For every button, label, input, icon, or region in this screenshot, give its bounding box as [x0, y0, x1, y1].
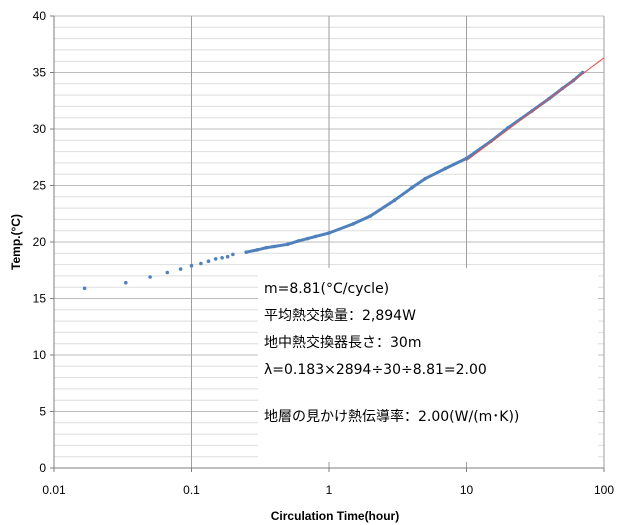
data-point — [351, 222, 356, 226]
data-point — [213, 257, 218, 261]
annotation-line: 地中熱交換器長さ：30m — [264, 335, 422, 351]
data-point — [368, 214, 373, 218]
x-tick-label: 100 — [594, 483, 614, 497]
data-point — [255, 248, 259, 252]
y-tick-label: 20 — [33, 235, 47, 249]
data-point — [231, 252, 235, 257]
data-point — [443, 166, 448, 171]
x-tick-label: 0.1 — [183, 483, 200, 497]
data-point — [148, 275, 152, 279]
annotation-line: 地層の見かけ熱伝導率：2.00(W/(m･K)) — [264, 409, 520, 425]
data-point — [423, 176, 427, 181]
data-point — [464, 156, 469, 161]
data-point — [165, 270, 170, 275]
data-point — [225, 254, 230, 259]
data-point — [327, 231, 331, 235]
y-tick-label: 5 — [39, 405, 46, 419]
annotation-line: m=8.81(°C/cycle) — [264, 281, 390, 297]
annotation-box: m=8.81(°C/cycle) 平均熱交換量：2,894W 地中熱交換器長さ：… — [258, 268, 598, 462]
data-point — [199, 261, 203, 266]
x-tick-label: 10 — [460, 483, 474, 497]
y-tick-label: 15 — [33, 292, 47, 306]
y-tick-label: 30 — [33, 122, 47, 136]
data-point — [296, 239, 301, 243]
data-point — [305, 236, 310, 241]
data-point — [244, 250, 248, 254]
x-tick-label: 1 — [326, 483, 333, 497]
data-point — [220, 255, 224, 260]
x-tick-label: 0.01 — [42, 483, 66, 497]
y-tick-label: 25 — [33, 179, 47, 193]
y-tick-label: 35 — [33, 66, 47, 80]
y-axis-title: Temp.(°C) — [9, 214, 23, 270]
data-point — [410, 186, 414, 190]
data-point — [206, 259, 211, 264]
data-point — [82, 286, 87, 291]
data-point — [178, 267, 183, 271]
annotation-line: 平均熱交換量：2,894W — [264, 308, 416, 324]
y-tick-label: 40 — [33, 9, 47, 23]
y-tick-label: 0 — [39, 461, 46, 475]
fit-line — [466, 57, 605, 162]
data-point — [264, 245, 269, 250]
annotation-line: λ=0.183×2894÷30÷8.81=2.00 — [264, 362, 487, 378]
data-point — [313, 234, 318, 239]
y-tick-label: 10 — [33, 348, 47, 362]
data-point — [392, 198, 397, 202]
x-axis-title: Circulation Time(hour) — [271, 509, 399, 523]
data-point — [285, 242, 290, 247]
data-point — [124, 280, 128, 285]
data-point — [189, 263, 194, 268]
data-point — [272, 244, 277, 249]
